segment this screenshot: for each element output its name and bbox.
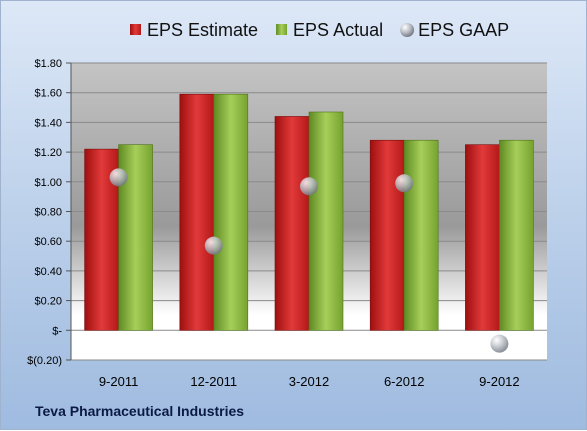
marker-eps-gaap bbox=[490, 334, 509, 353]
legend-swatch bbox=[276, 24, 288, 35]
y-tick-label: $1.20 bbox=[34, 147, 62, 159]
legend-label: EPS GAAP bbox=[418, 20, 509, 40]
company-name: Teva Pharmaceutical Industries bbox=[35, 403, 245, 419]
legend-swatch bbox=[400, 23, 415, 37]
y-tick-label: $0.60 bbox=[34, 236, 62, 248]
y-tick-label: $0.20 bbox=[34, 296, 62, 308]
y-tick-label: $1.00 bbox=[34, 177, 62, 189]
marker-eps-gaap bbox=[395, 174, 414, 193]
y-tick-label: $- bbox=[52, 325, 62, 337]
legend-swatch bbox=[130, 24, 141, 35]
y-tick-label: $1.80 bbox=[34, 58, 62, 70]
legend: EPS Estimate EPS Actual EPS GAAP bbox=[130, 20, 509, 40]
marker-eps-gaap bbox=[204, 236, 223, 255]
x-tick-label: 3-2012 bbox=[289, 374, 329, 389]
y-tick-label: $0.80 bbox=[34, 207, 62, 219]
bar-eps-estimate bbox=[369, 139, 405, 331]
bar-eps-actual bbox=[308, 111, 344, 331]
bar-eps-actual bbox=[213, 93, 249, 331]
y-tick-label: $(0.20) bbox=[27, 355, 62, 367]
bar-eps-actual bbox=[499, 139, 534, 331]
marker-eps-gaap bbox=[300, 177, 318, 196]
x-tick-label: 6-2012 bbox=[384, 374, 424, 389]
bar-eps-estimate bbox=[179, 93, 215, 331]
bar-eps-estimate bbox=[274, 116, 310, 331]
x-tick-label: 9-2011 bbox=[99, 374, 139, 389]
bar-eps-estimate bbox=[465, 144, 500, 331]
y-tick-label: $1.60 bbox=[34, 88, 62, 100]
marker-eps-gaap bbox=[109, 168, 128, 187]
x-tick-label: 9-2012 bbox=[479, 374, 519, 389]
legend-label: EPS Actual bbox=[293, 20, 383, 40]
x-tick-label: 12-2011 bbox=[190, 374, 237, 389]
y-tick-label: $1.40 bbox=[34, 117, 62, 129]
bar-eps-actual bbox=[403, 139, 439, 331]
legend-label: EPS Estimate bbox=[147, 20, 258, 40]
y-tick-label: $0.40 bbox=[34, 266, 62, 278]
